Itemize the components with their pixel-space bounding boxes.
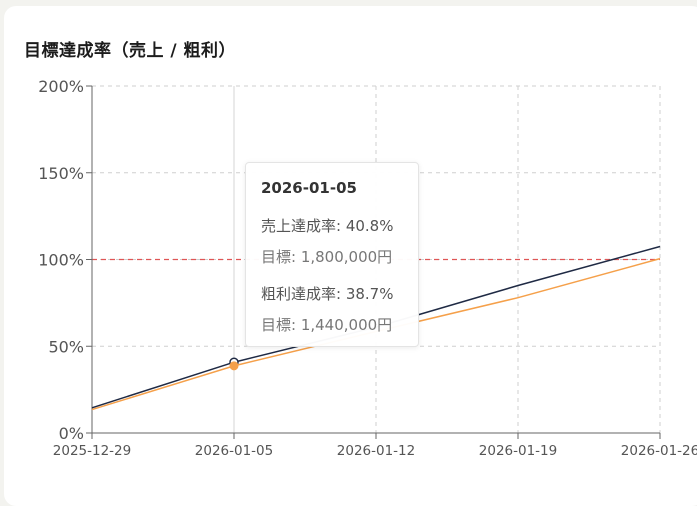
- tooltip-profit-target: 目標: 1,440,000円: [261, 314, 392, 335]
- tooltip-profit-rate: 粗利達成率: 38.7%: [261, 283, 393, 304]
- tooltip-sales-target: 目標: 1,800,000円: [261, 246, 392, 267]
- y-tick-label: 0%: [59, 424, 84, 443]
- tooltip-sales-rate: 売上達成率: 40.8%: [261, 215, 393, 236]
- x-tick-label: 2026-01-26: [621, 443, 697, 459]
- y-tick-label: 100%: [38, 251, 84, 270]
- x-tick-label: 2026-01-19: [479, 443, 557, 459]
- tooltip-date: 2026-01-05: [261, 179, 357, 197]
- x-tick-label: 2026-01-05: [195, 443, 273, 459]
- y-tick-labels: 0% 50% 100% 150% 200%: [38, 77, 84, 443]
- y-tick-label: 50%: [48, 337, 84, 356]
- y-tick-label: 200%: [38, 77, 84, 96]
- data-tooltip: 2026-01-05 売上達成率: 40.8% 目標: 1,800,000円 粗…: [245, 162, 419, 347]
- x-tick-label: 2025-12-29: [53, 443, 131, 459]
- y-tick-label: 150%: [38, 164, 84, 183]
- x-tick-labels: 2025-12-29 2026-01-05 2026-01-12 2026-01-19…: [53, 443, 697, 459]
- data-point[interactable]: [230, 362, 238, 370]
- x-tick-label: 2026-01-12: [337, 443, 415, 459]
